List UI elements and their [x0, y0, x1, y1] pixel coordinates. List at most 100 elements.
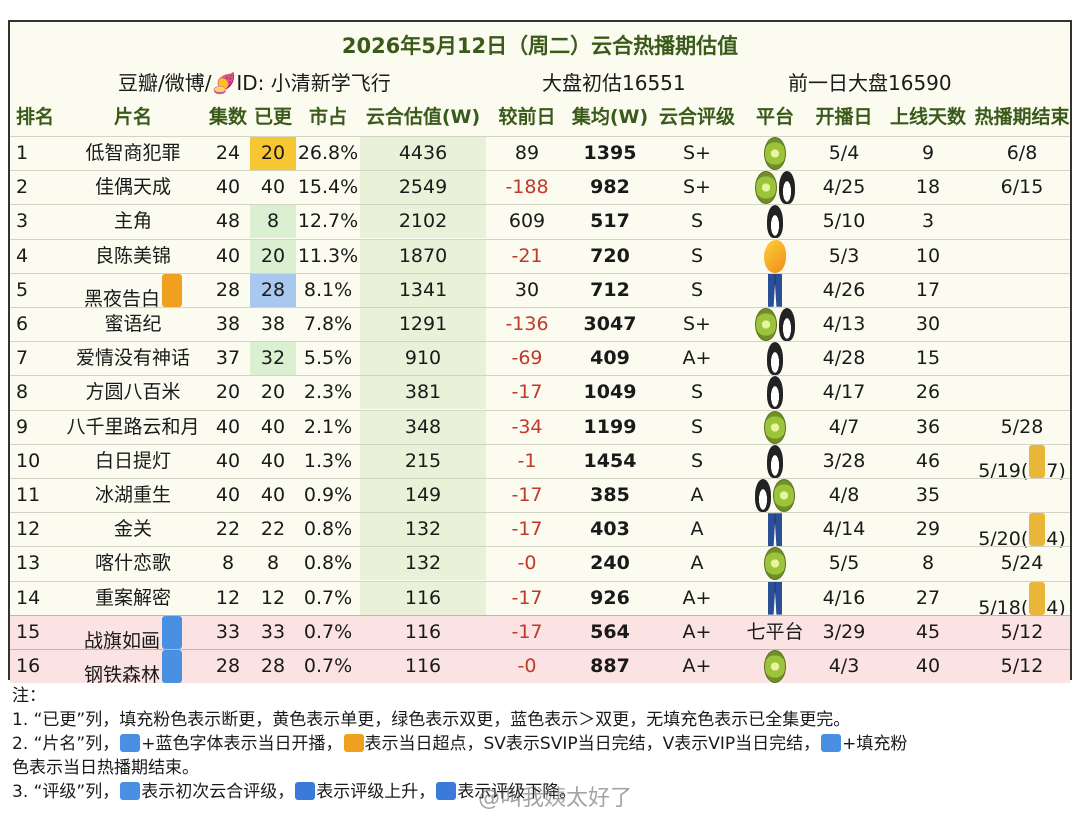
jeans-icon [768, 581, 782, 615]
platform-cell [742, 444, 808, 478]
rank-cell: 16 [16, 655, 41, 677]
end-date-text: 5/24 [1000, 552, 1044, 575]
rating-cell: S+ [683, 142, 711, 164]
delta-cell: 30 [514, 278, 540, 301]
platform-cell: 七平台 [746, 620, 804, 643]
table-row: 11 冰湖重生 40 40 0.9% 149 -17 385 A 4/8 35 [10, 478, 1070, 512]
lock-days-text: 7) [1046, 459, 1066, 482]
penguin-icon [779, 308, 795, 341]
platform-cell [742, 308, 808, 341]
end-date-cell: 5/19(7) [972, 444, 1072, 482]
col-platform-header: 平台 [755, 106, 794, 128]
title-text: 八千里路云和月 [66, 415, 200, 438]
rank-cell: 13 [16, 552, 41, 575]
title-text: 良陈美锦 [94, 244, 171, 267]
end-date-cell [972, 479, 1072, 512]
platform-cell [742, 273, 808, 307]
end-date-text: 5/12 [1000, 655, 1044, 677]
penguin-icon [767, 342, 783, 376]
estimate-cell: 348 [360, 410, 486, 444]
start-date-cell: 4/13 [822, 313, 866, 335]
average-cell: 564 [590, 620, 630, 643]
days-cell: 8 [921, 552, 935, 575]
average-cell: 1199 [583, 415, 637, 438]
notes-heading: 注： [12, 686, 46, 706]
title-cell: 佳偶天成 [60, 171, 206, 204]
average-cell: 1049 [583, 381, 637, 404]
days-cell: 35 [915, 484, 941, 506]
col-average-header: 集均(W) [571, 106, 649, 128]
title-text: 钢铁森林 [83, 664, 160, 686]
platform-cell [742, 376, 808, 410]
platform-cell [742, 581, 808, 615]
end-date-cell [972, 308, 1072, 341]
start-date-cell: 5/3 [828, 244, 860, 267]
start-date-cell: 4/7 [828, 415, 860, 438]
end-date-cell: 5/28 [972, 411, 1072, 444]
col-end-header: 热播期结束 [974, 106, 1070, 128]
col-rating-header: 云合评级 [658, 106, 735, 128]
estimate-cell: 116 [404, 655, 442, 677]
aired-cell: 8 [266, 552, 280, 575]
episodes-cell: 12 [215, 586, 241, 609]
start-date-cell: 4/26 [822, 278, 866, 301]
col-name-header: 片名 [113, 106, 152, 128]
aired-cell: 28 [260, 655, 286, 677]
episodes-cell: 48 [215, 210, 241, 233]
table-row: 6 蜜语纪 38 38 7.8% 1291 -136 3047 S+ 4/13 30 [10, 307, 1070, 341]
title-cell: 喀什恋歌 [60, 547, 206, 580]
kiwi-icon [764, 410, 786, 444]
prev-day-total: 前一日大盘16590 [788, 71, 952, 95]
rating-cell: S [690, 244, 704, 267]
title-text: 白日提灯 [94, 449, 171, 472]
start-date-cell: 4/14 [822, 518, 866, 541]
note-2: 2. “片名”列， +蓝色字体表示当日开播， 表示当日超点，SV表示SVIP当日完结… [12, 734, 908, 754]
share-cell: 15.4% [297, 176, 359, 199]
lock-icon [1029, 581, 1046, 615]
title-cell: 低智商犯罪 [60, 137, 206, 170]
average-cell: 1454 [583, 449, 637, 472]
column-headers: 排名 片名 集数 已更 市占 云合估值(W) 较前日 集均(W) 云合评级 平台 开播日 上线天数 热播… [10, 100, 1070, 134]
title-cell: 方圆八百米 [60, 376, 206, 409]
table-title: 2026年5月12日（周二）云合热播期估值 [341, 34, 739, 58]
episodes-cell: 37 [215, 347, 241, 370]
kiwi-icon [755, 308, 777, 341]
average-cell: 385 [590, 484, 630, 506]
rating-cell: A+ [682, 620, 712, 643]
episodes-cell: 38 [215, 313, 241, 335]
share-cell: 0.7% [303, 586, 353, 609]
platform-cell [742, 239, 808, 273]
delta-cell: -136 [505, 313, 549, 335]
rank-cell: 3 [16, 210, 29, 233]
title-text: 冰湖重生 [94, 484, 171, 506]
estimate-cell: 2549 [360, 171, 486, 205]
start-date-cell: 4/8 [828, 484, 860, 506]
table-row: 14 重案解密 12 12 0.7% 116 -17 926 A+ 4/16 27 5/18(4) [10, 580, 1070, 619]
lock-days-text: 4) [1046, 596, 1066, 619]
title-cell: 蜜语纪 [60, 308, 206, 341]
arrow-down-icon [436, 782, 457, 800]
average-cell: 720 [590, 244, 630, 267]
end-date-cell [972, 342, 1072, 375]
jeans-icon [768, 273, 782, 307]
table-row: 7 爱情没有神话 37 32 5.5% 910 -69 409 A+ 4/28 15 [10, 341, 1072, 376]
delta-cell: 89 [514, 142, 540, 164]
rating-cell: A+ [682, 655, 712, 677]
days-cell: 30 [915, 313, 941, 335]
end-icon [821, 734, 842, 752]
aired-cell: 40 [260, 484, 286, 506]
arrow-up-icon [295, 782, 316, 800]
rating-cell: S [690, 415, 704, 438]
mango-icon [764, 239, 786, 273]
platform-cell [742, 547, 808, 581]
episodes-cell: 40 [215, 176, 241, 199]
share-cell: 8.1% [303, 278, 353, 301]
end-date-text: 6/15 [1000, 176, 1044, 199]
table-row: 13 喀什恋歌 8 8 0.8% 132 -0 240 A 5/5 8 5/24 [10, 546, 1070, 581]
days-cell: 40 [915, 655, 941, 677]
note-2-cont: 色表示当日热播期结束。 [12, 758, 199, 778]
rating-cell: A+ [682, 347, 712, 370]
estimate-cell: 4436 [360, 137, 486, 170]
table-row: 3 主角 48 8 12.7% 2102 609 517 S 5/10 3 [10, 204, 1070, 239]
days-cell: 17 [915, 278, 941, 301]
